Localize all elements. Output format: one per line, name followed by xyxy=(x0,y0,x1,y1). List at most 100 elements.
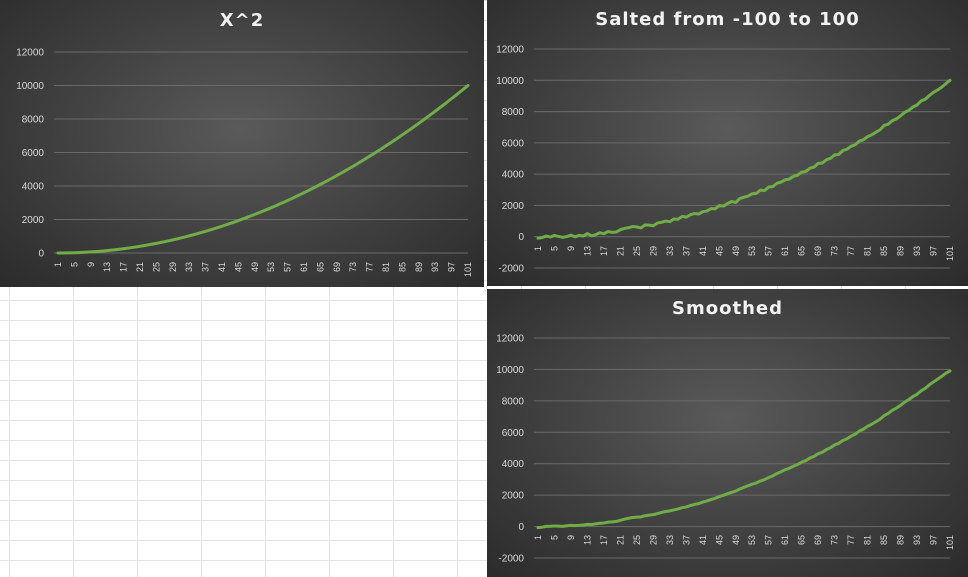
x-tick-label: 85 xyxy=(397,262,407,272)
x-tick-label: 61 xyxy=(299,262,309,272)
x-tick-label: 45 xyxy=(714,535,724,545)
y-tick-label: 10000 xyxy=(496,365,524,376)
x-tick-label: 65 xyxy=(797,246,807,256)
x-tick-label: 17 xyxy=(119,262,129,272)
x-tick-label: 37 xyxy=(681,246,691,256)
x-tick-label: 93 xyxy=(430,262,440,272)
chart-plot-area: -2000 0 2000 4000 6000 8000 10000 12000 1 5 9 13 17 2… xyxy=(496,45,955,275)
x-tick-label: 1 xyxy=(533,246,543,251)
x-tick-label: 33 xyxy=(184,262,194,272)
x-tick-label: 49 xyxy=(731,535,741,545)
chart-plot-area: -2000 0 2000 4000 6000 8000 10000 12000 1 5 9 13 17 2… xyxy=(496,334,955,565)
x-tick-label: 53 xyxy=(266,262,276,272)
x-tick-label: 57 xyxy=(764,535,774,545)
x-tick-label: 25 xyxy=(632,246,642,256)
x-tick-label: 29 xyxy=(168,262,178,272)
x-tick-label: 33 xyxy=(665,246,675,256)
y-tick-label: 4000 xyxy=(22,182,45,193)
chart-smoothed[interactable]: Smoothed -2000 0 2000 4000 6000 8000 10000 1200… xyxy=(487,289,968,577)
x-tick-label: 69 xyxy=(813,535,823,545)
y-tick-label: 2000 xyxy=(22,215,45,226)
x-tick-label: 17 xyxy=(599,535,609,545)
y-tick-label: 10000 xyxy=(16,81,44,92)
y-tick-label: -2000 xyxy=(498,264,524,275)
x-tick-label: 41 xyxy=(698,246,708,256)
x-tick-label: 41 xyxy=(698,535,708,545)
y-tick-label: 8000 xyxy=(22,115,45,126)
x-tick-label: 45 xyxy=(714,246,724,256)
series-line xyxy=(536,369,952,530)
x-tick-label: 5 xyxy=(69,262,79,267)
chart-x-squared[interactable]: X^2 0 2000 4000 6000 8000 10000 12000 1 5 9 13 17 21… xyxy=(0,0,484,287)
x-tick-label: 13 xyxy=(582,246,592,256)
y-tick-label: 2000 xyxy=(502,491,525,502)
x-tick-label: 17 xyxy=(599,246,609,256)
x-tick-label: 33 xyxy=(665,535,675,545)
x-tick-label: 77 xyxy=(846,246,856,256)
x-tick-label: 13 xyxy=(102,262,112,272)
series-line xyxy=(56,84,470,255)
x-tick-label: 21 xyxy=(615,246,625,256)
y-tick-label: 6000 xyxy=(502,138,525,149)
x-tick-label: 37 xyxy=(681,535,691,545)
x-tick-label: 77 xyxy=(365,262,375,272)
x-tick-label: 1 xyxy=(533,535,543,540)
x-tick-label: 9 xyxy=(566,535,576,540)
y-tick-label: 4000 xyxy=(502,459,525,470)
x-tick-label: 85 xyxy=(879,535,889,545)
y-tick-label: 10000 xyxy=(496,76,524,87)
x-tick-label: 25 xyxy=(632,535,642,545)
series-line xyxy=(536,78,952,240)
x-tick-label: 101 xyxy=(945,535,955,550)
y-tick-label: 12000 xyxy=(16,48,44,59)
y-tick-label: 12000 xyxy=(496,45,524,56)
x-tick-label: 93 xyxy=(912,246,922,256)
x-tick-label: 73 xyxy=(830,535,840,545)
x-tick-label: 57 xyxy=(283,262,293,272)
x-tick-label: 49 xyxy=(731,246,741,256)
x-tick-label: 49 xyxy=(250,262,260,272)
y-tick-label: -2000 xyxy=(498,554,524,565)
x-tick-label: 97 xyxy=(929,246,939,256)
x-tick-label: 5 xyxy=(549,535,559,540)
x-tick-label: 89 xyxy=(414,262,424,272)
x-tick-label: 89 xyxy=(896,246,906,256)
y-tick-label: 8000 xyxy=(502,396,525,407)
x-tick-label: 81 xyxy=(863,535,873,545)
y-tick-label: 8000 xyxy=(502,107,525,118)
x-tick-label: 9 xyxy=(86,262,96,267)
x-tick-label: 65 xyxy=(315,262,325,272)
chart-title: Salted from -100 to 100 xyxy=(595,9,860,30)
x-tick-label: 53 xyxy=(747,535,757,545)
y-tick-label: 2000 xyxy=(502,201,525,212)
x-tick-label: 101 xyxy=(945,246,955,261)
x-tick-label: 9 xyxy=(566,246,576,251)
x-tick-label: 29 xyxy=(648,535,658,545)
x-tick-label: 89 xyxy=(896,535,906,545)
y-tick-label: 0 xyxy=(38,249,44,260)
x-tick-label: 65 xyxy=(797,535,807,545)
x-tick-label: 73 xyxy=(348,262,358,272)
x-tick-label: 13 xyxy=(582,535,592,545)
chart-plot-area: 0 2000 4000 6000 8000 10000 12000 1 5 9 13 17 21 25 29… xyxy=(16,48,473,278)
y-tick-label: 4000 xyxy=(502,170,525,181)
chart-title: X^2 xyxy=(219,10,265,31)
x-tick-label: 29 xyxy=(648,246,658,256)
x-tick-label: 81 xyxy=(863,246,873,256)
chart-salted[interactable]: Salted from -100 to 100 -2000 0 2000 4000 60… xyxy=(487,0,968,286)
y-tick-label: 6000 xyxy=(502,428,525,439)
x-tick-label: 61 xyxy=(780,535,790,545)
y-tick-label: 6000 xyxy=(22,148,45,159)
x-tick-label: 57 xyxy=(764,246,774,256)
x-tick-label: 21 xyxy=(135,262,145,272)
x-tick-label: 77 xyxy=(846,535,856,545)
x-tick-label: 21 xyxy=(615,535,625,545)
x-tick-label: 97 xyxy=(929,535,939,545)
x-tick-label: 73 xyxy=(830,246,840,256)
y-tick-label: 12000 xyxy=(496,334,524,345)
x-tick-label: 45 xyxy=(233,262,243,272)
x-tick-label: 69 xyxy=(332,262,342,272)
x-tick-label: 5 xyxy=(549,246,559,251)
x-tick-label: 61 xyxy=(780,246,790,256)
x-tick-label: 85 xyxy=(879,246,889,256)
